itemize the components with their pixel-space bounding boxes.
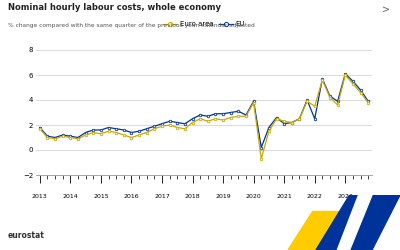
Legend: Euro area, EU: Euro area, EU: [160, 18, 248, 30]
Polygon shape: [288, 212, 361, 250]
Polygon shape: [316, 195, 400, 250]
Text: % change compared with the same quarter of the previous year, calendar adjusted: % change compared with the same quarter …: [8, 22, 255, 28]
Text: <: <: [380, 2, 388, 12]
Polygon shape: [337, 195, 372, 250]
Text: eurostat: eurostat: [8, 231, 45, 240]
Text: Nominal hourly labour costs, whole economy: Nominal hourly labour costs, whole econo…: [8, 2, 221, 12]
